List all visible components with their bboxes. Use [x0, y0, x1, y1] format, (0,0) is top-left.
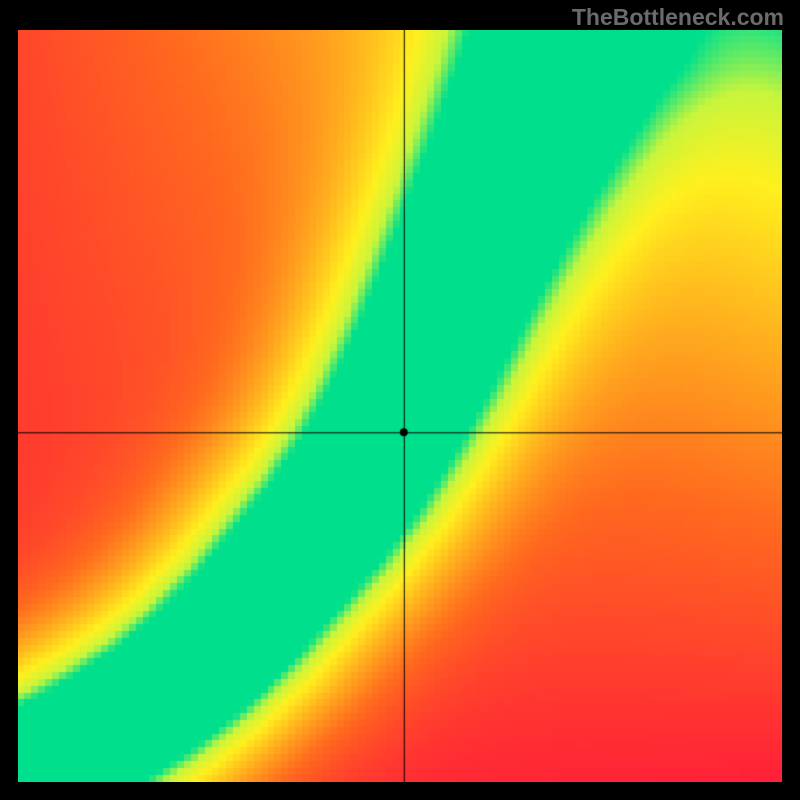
- chart-container: TheBottleneck.com: [0, 0, 800, 800]
- heatmap-canvas: [18, 30, 782, 782]
- watermark-text: TheBottleneck.com: [572, 4, 784, 31]
- heatmap-plot: [18, 30, 782, 782]
